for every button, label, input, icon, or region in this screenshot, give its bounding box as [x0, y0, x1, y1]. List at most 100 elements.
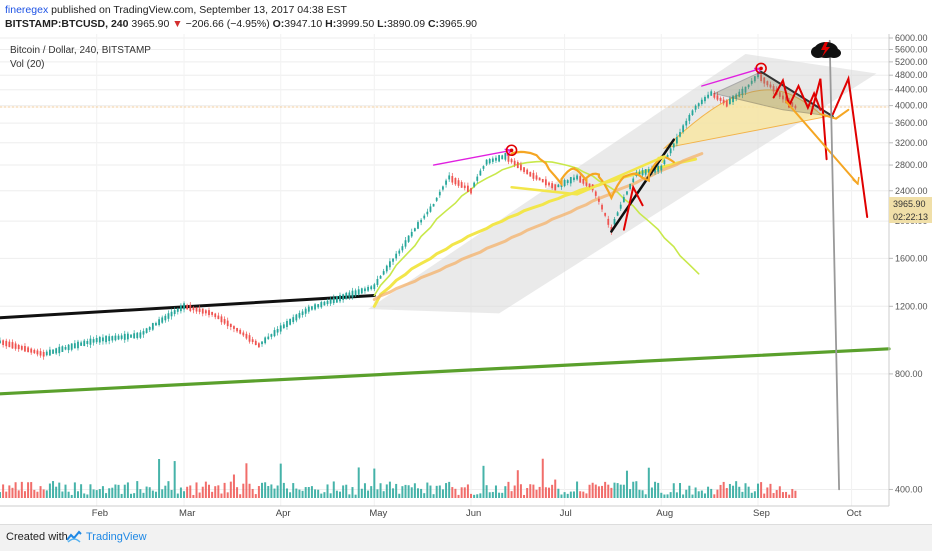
- volume-bar: [145, 486, 148, 498]
- time-tick-label: Jun: [466, 508, 481, 519]
- price-tag: 3965.90 02:22:13: [889, 197, 932, 223]
- candle-body: [14, 343, 17, 349]
- volume-bar: [541, 458, 544, 498]
- candle-body: [438, 191, 441, 196]
- candle-body: [183, 303, 185, 310]
- volume-bar: [285, 488, 288, 498]
- volume-bar: [39, 486, 42, 498]
- volume-bar: [339, 491, 342, 498]
- volume-bar: [304, 487, 307, 498]
- candle-body: [551, 183, 554, 189]
- candle-body: [741, 88, 744, 96]
- candle-body: [544, 179, 547, 186]
- candle-body: [120, 335, 123, 339]
- volume-bar: [454, 488, 457, 498]
- candle-body: [445, 180, 447, 185]
- candle-body: [42, 351, 45, 357]
- volume-bar: [644, 494, 647, 498]
- symbol-info: BITSTAMP:BTCUSD, 240 3965.90 ▼ −206.66 (…: [5, 18, 477, 30]
- symbol-name[interactable]: BITSTAMP:BTCUSD, 240: [5, 18, 129, 30]
- volume-bar: [460, 487, 463, 498]
- candle-body: [370, 286, 373, 290]
- volume-bar: [672, 483, 675, 498]
- volume-bar: [516, 470, 519, 498]
- volume-bar: [92, 489, 95, 498]
- volume-bar: [407, 485, 410, 498]
- time-tick-label: Oct: [847, 508, 862, 519]
- author-link[interactable]: fineregex: [5, 4, 49, 16]
- volume-bar: [198, 492, 201, 498]
- volume-bar: [207, 484, 210, 498]
- candle-body: [719, 97, 722, 101]
- candle-body: [139, 332, 142, 338]
- candle-body: [410, 231, 413, 237]
- volume-bar: [120, 493, 123, 498]
- volume-bar: [410, 487, 413, 498]
- price-tick-label: 5200.00: [895, 57, 928, 67]
- candle-body: [679, 132, 681, 137]
- volume-bar: [248, 483, 251, 498]
- candle-body: [426, 211, 429, 215]
- price-tick-label: 1200.00: [895, 301, 928, 311]
- candle-body: [420, 219, 423, 223]
- volume-bar: [83, 493, 86, 498]
- volume-bar: [641, 490, 644, 498]
- candle-body: [133, 333, 136, 339]
- volume-bar: [126, 482, 129, 498]
- candle-body: [180, 305, 182, 312]
- volume-bar: [261, 482, 264, 498]
- volume-bar: [348, 494, 351, 498]
- top-marker-sep: [755, 62, 767, 75]
- top-marker-sep-dot: [759, 66, 763, 71]
- candle-body: [785, 96, 787, 104]
- volume-bar: [117, 484, 120, 498]
- price-axis[interactable]: 400.00800.001200.001600.002000.002400.00…: [889, 34, 928, 494]
- volume-bar: [597, 486, 600, 498]
- volume-bar: [507, 481, 510, 498]
- volume-bar: [86, 494, 89, 498]
- volume-bar: [544, 487, 547, 498]
- tradingview-brand[interactable]: TradingView: [86, 531, 147, 543]
- candle-body: [757, 73, 759, 78]
- candle-body: [404, 240, 407, 247]
- volume-bar: [650, 487, 653, 498]
- tradingview-logo-icon[interactable]: [66, 530, 82, 544]
- candle-body: [688, 114, 691, 121]
- volume-bar: [604, 481, 607, 498]
- candle-body: [220, 316, 223, 323]
- volume-bar: [466, 484, 469, 498]
- volume-bar: [220, 493, 223, 498]
- volume-bar: [470, 493, 473, 498]
- ohlc-open-label: O:: [272, 18, 285, 30]
- long-term-support-green: [0, 347, 891, 396]
- candle-body: [516, 162, 519, 169]
- volume-bar: [663, 494, 666, 498]
- volume-bar: [482, 465, 485, 498]
- candle-body: [772, 86, 775, 92]
- volume-bar: [211, 491, 214, 498]
- price-tag-price: 3965.90: [893, 199, 926, 209]
- candle-body: [710, 91, 713, 96]
- candle-body: [223, 319, 226, 324]
- price-chart[interactable]: 400.00800.001200.001600.002000.002400.00…: [0, 34, 932, 524]
- volume-bar: [373, 468, 376, 498]
- candle-body: [317, 304, 320, 308]
- volume-bar: [342, 485, 345, 498]
- candle-body: [557, 184, 560, 188]
- candle-body: [351, 290, 354, 298]
- volume-bar: [700, 490, 703, 498]
- candle-body: [732, 95, 734, 103]
- candle-body: [401, 246, 404, 251]
- volume-bar: [582, 491, 585, 498]
- volume-bar: [451, 487, 454, 498]
- volume-bar: [379, 483, 382, 498]
- volume-bar: [5, 491, 8, 498]
- breakout-line-black: [610, 138, 676, 233]
- publish-info: fineregex published on TradingView.com, …: [5, 4, 347, 16]
- time-axis[interactable]: Feb Mar Apr May Jun Jul Aug Sep Oct: [92, 508, 862, 519]
- volume-bar: [114, 484, 117, 498]
- volume-bar: [747, 486, 750, 498]
- volume-bar: [254, 494, 257, 498]
- legend-volume: Vol (20): [10, 59, 44, 70]
- candle-body: [722, 99, 725, 104]
